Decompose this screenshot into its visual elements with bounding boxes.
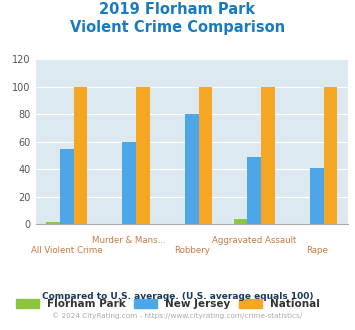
Text: Murder & Mans...: Murder & Mans... xyxy=(92,236,166,245)
Text: All Violent Crime: All Violent Crime xyxy=(31,246,103,255)
Text: 2019 Florham Park: 2019 Florham Park xyxy=(99,2,256,16)
Bar xyxy=(310,168,323,224)
Bar xyxy=(323,87,337,224)
Text: © 2024 CityRating.com - https://www.cityrating.com/crime-statistics/: © 2024 CityRating.com - https://www.city… xyxy=(53,312,302,318)
Text: Violent Crime Comparison: Violent Crime Comparison xyxy=(70,20,285,35)
Bar xyxy=(136,87,150,224)
Bar xyxy=(73,87,87,224)
Bar xyxy=(247,157,261,224)
Bar xyxy=(185,115,198,224)
Bar xyxy=(261,87,275,224)
Text: Aggravated Assault: Aggravated Assault xyxy=(212,236,296,245)
Bar xyxy=(198,87,212,224)
Bar xyxy=(46,222,60,224)
Text: Robbery: Robbery xyxy=(174,246,210,255)
Legend: Florham Park, New Jersey, National: Florham Park, New Jersey, National xyxy=(16,299,320,309)
Bar xyxy=(122,142,136,224)
Bar xyxy=(60,149,73,224)
Text: Compared to U.S. average. (U.S. average equals 100): Compared to U.S. average. (U.S. average … xyxy=(42,292,313,301)
Text: Rape: Rape xyxy=(306,246,328,255)
Bar xyxy=(234,219,247,224)
